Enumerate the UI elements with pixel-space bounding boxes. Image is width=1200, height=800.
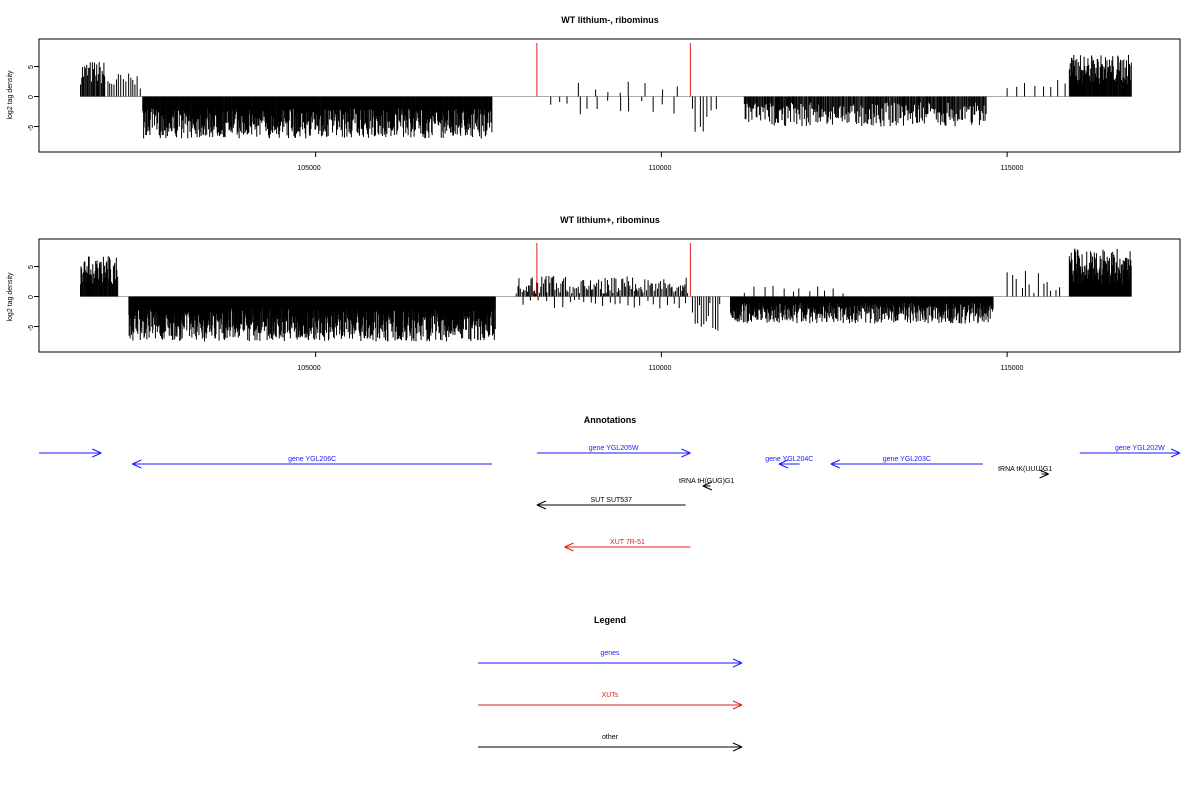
- annotation-label: tRNA tH(GUG)G1: [679, 478, 734, 485]
- annotation-tracks: gene YGL206C gene YGL205W gene YGL204C gene…: [39, 445, 1181, 552]
- panel-lithium-minus: WT lithium-, ribominus log2 tag density …: [7, 15, 1181, 172]
- panel-1-frame: [38, 38, 1181, 153]
- legend-label: genes: [600, 650, 620, 657]
- annotation-arrow: [39, 448, 102, 458]
- annotation-label: gene YGL206C: [288, 456, 336, 463]
- panel-1-ytick-neg5: -5: [28, 125, 35, 131]
- legend-items: genes XUTs other: [478, 650, 743, 752]
- legend-section: Legend genes XUTs other: [478, 615, 743, 752]
- annotation-label: XUT 7R-51: [610, 539, 645, 546]
- panel-1-title: WT lithium-, ribominus: [561, 15, 659, 25]
- annotation-arrow: [536, 500, 686, 510]
- panel-1-xtick-115000: 115000: [1001, 165, 1024, 172]
- panel-2-xtick-105000: 105000: [297, 365, 320, 372]
- annotation-arrow: [564, 542, 691, 552]
- panel-1-xticks: 105000 110000 115000: [297, 165, 1023, 172]
- annotation-arrow: [1039, 469, 1049, 479]
- panel-lithium-plus: WT lithium+, ribominus log2 tag density …: [7, 215, 1181, 372]
- legend-arrow-other: [478, 742, 743, 752]
- panel-1-yticks: 5 0 -5: [28, 65, 35, 131]
- panel-1-bars: [34, 43, 1132, 157]
- panel-2-ytick-neg5: -5: [28, 325, 35, 331]
- legend-title: Legend: [594, 615, 626, 625]
- panel-2-ytick-0: 0: [28, 295, 35, 299]
- panel-2-xtick-110000: 110000: [649, 365, 672, 372]
- panel-2-ylabel: log2 tag density: [7, 272, 14, 322]
- annotation-arrow: [702, 481, 713, 491]
- panel-1-xtick-105000: 105000: [297, 165, 320, 172]
- panel-2-xtick-115000: 115000: [1001, 365, 1024, 372]
- annotation-label: gene YGL205W: [589, 445, 639, 452]
- annotation-label: gene YGL203C: [883, 456, 931, 463]
- annotation-label: SUT SUT537: [590, 497, 632, 504]
- panel-2-frame: [38, 238, 1181, 353]
- annotation-arrow: [536, 448, 691, 458]
- panel-2-title: WT lithium+, ribominus: [560, 215, 660, 225]
- legend-label: XUTs: [602, 692, 619, 699]
- annotation-arrow: [778, 459, 800, 469]
- panel-1-ytick-5: 5: [28, 65, 35, 69]
- legend-arrow-XUTs: [478, 700, 743, 710]
- legend-arrow-genes: [478, 658, 743, 668]
- annotation-arrow: [132, 459, 492, 469]
- annotation-label: gene YGL202W: [1115, 445, 1165, 452]
- legend-label: other: [602, 734, 619, 741]
- panel-1-ylabel: log2 tag density: [7, 70, 14, 120]
- panel-2-ytick-5: 5: [28, 265, 35, 269]
- annotation-label: gene YGL204C: [765, 456, 813, 463]
- annotation-arrow: [830, 459, 983, 469]
- panel-2-bars: [34, 243, 1132, 357]
- panel-2-xticks: 105000 110000 115000: [297, 365, 1023, 372]
- panel-1-ytick-0: 0: [28, 95, 35, 99]
- annotations-title: Annotations: [584, 415, 637, 425]
- annotation-arrow: [1079, 448, 1181, 458]
- annotation-label: tRNA tK(UUU)G1: [998, 466, 1052, 473]
- panel-1-xtick-110000: 110000: [649, 165, 672, 172]
- panel-2-yticks: 5 0 -5: [28, 265, 35, 331]
